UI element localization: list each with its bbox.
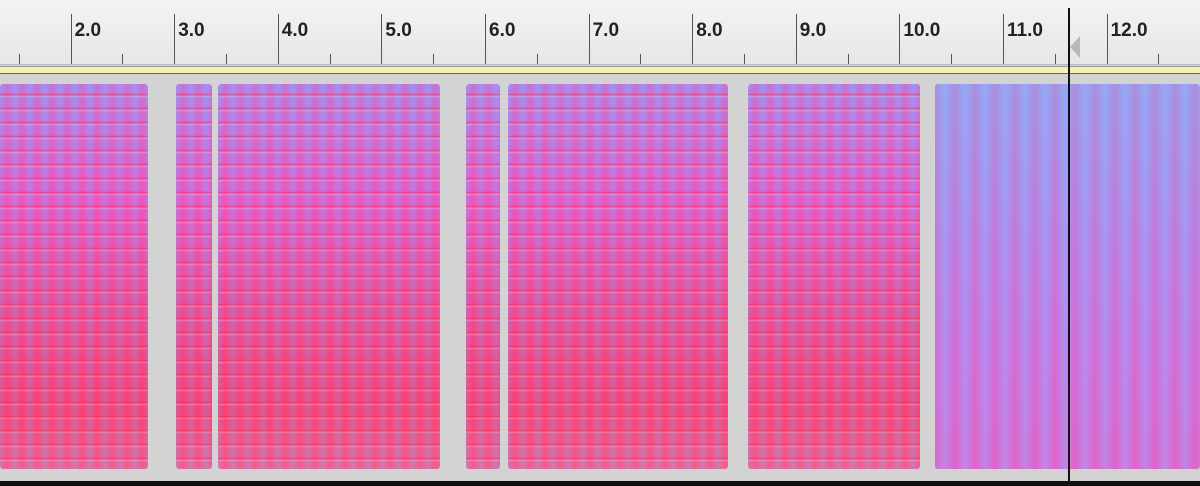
ruler-tick xyxy=(640,54,642,64)
selection-bar xyxy=(0,66,1200,74)
ruler-tick xyxy=(951,54,953,64)
ruler-tick xyxy=(692,14,694,64)
spectrogram-segment xyxy=(0,84,148,469)
ruler-tick xyxy=(847,54,849,64)
ruler-tick xyxy=(226,54,227,64)
spectrogram-segment xyxy=(935,84,1200,469)
playhead[interactable] xyxy=(1068,8,1070,482)
ruler-tick xyxy=(122,54,124,64)
time-label: 2.0 xyxy=(74,20,102,41)
time-label: 12.0 xyxy=(1110,20,1148,41)
time-label: 11.0 xyxy=(1007,20,1043,41)
playhead-marker[interactable] xyxy=(1070,36,1080,58)
timeline-ruler[interactable]: 1.02.03.04.05.06.07.08.09.010.011.012.0 xyxy=(0,0,1200,65)
ruler-tick xyxy=(18,54,20,64)
track-border xyxy=(0,481,1200,486)
time-label: 6.0 xyxy=(489,20,516,41)
ruler-tick xyxy=(1003,14,1004,64)
ruler-tick xyxy=(899,14,901,64)
ruler-tick xyxy=(381,14,383,64)
ruler-tick xyxy=(536,54,538,64)
ruler-tick xyxy=(329,54,331,64)
ruler-tick xyxy=(174,14,176,64)
ruler-tick xyxy=(1054,54,1056,64)
ruler-tick xyxy=(277,14,279,64)
ruler-tick xyxy=(744,54,745,64)
time-label: 8.0 xyxy=(696,20,723,41)
ruler-tick xyxy=(70,14,72,64)
spectrogram-segment xyxy=(176,84,212,469)
time-label: 4.0 xyxy=(281,20,309,41)
ruler-tick xyxy=(1106,14,1108,64)
time-label: 9.0 xyxy=(799,20,827,41)
spectrogram-track[interactable] xyxy=(0,74,1200,481)
spectrogram-segment xyxy=(748,84,920,469)
ruler-tick xyxy=(1158,54,1160,64)
ruler-tick xyxy=(433,54,435,64)
ruler-tick xyxy=(795,14,797,64)
time-label: 10.0 xyxy=(903,20,941,41)
time-label: 5.0 xyxy=(385,20,412,41)
spectrogram-segment xyxy=(218,84,440,469)
ruler-tick xyxy=(485,14,486,64)
ruler-tick xyxy=(588,14,590,64)
time-label: 3.0 xyxy=(178,20,205,41)
time-label: 7.0 xyxy=(592,20,620,41)
spectrogram-segment xyxy=(508,84,728,469)
spectrogram-segment xyxy=(466,84,500,469)
